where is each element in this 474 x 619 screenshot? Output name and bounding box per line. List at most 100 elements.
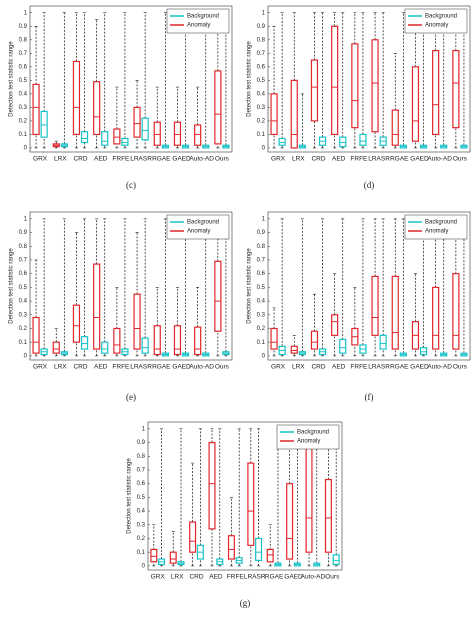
box — [310, 59, 319, 122]
x-tick-label: FRFE — [227, 574, 245, 581]
box — [278, 137, 286, 146]
y-tick-label: 0.6 — [257, 64, 266, 70]
box — [266, 548, 274, 563]
box — [305, 444, 313, 553]
y-tick-label: 0.5 — [257, 285, 266, 291]
y-tick-label: 0.3 — [257, 312, 266, 318]
y-tick-label: 0 — [262, 146, 266, 152]
x-tick-label: GAED — [410, 364, 429, 371]
box — [391, 275, 399, 350]
panel-label: (e) — [126, 392, 136, 402]
box — [286, 483, 294, 560]
y-tick-label: 0.5 — [19, 78, 28, 84]
y-tick-label: 0.4 — [137, 509, 146, 515]
y-tick-label: 0.8 — [257, 244, 266, 250]
box — [452, 50, 460, 129]
box — [270, 327, 278, 350]
x-tick-label: CRD — [311, 156, 325, 163]
y-tick-label: 0.3 — [19, 105, 28, 111]
x-tick-label: LRX — [292, 156, 305, 163]
x-tick-label: LRX — [54, 364, 67, 371]
panel: 0 0.1 0.2 0.3 0.4 0.5 0.6 0.7 0.8 0.9 1 Detection t… — [247, 211, 471, 402]
y-axis-label: Detection test statistic range — [9, 248, 15, 324]
x-tick-label: RGAE — [152, 364, 171, 371]
y-tick-label: 0.3 — [257, 105, 266, 111]
panel: 0 0.1 0.2 0.3 0.4 0.5 0.6 0.7 0.8 0.9 1 Detection t… — [127, 421, 343, 608]
y-tick-label: 0 — [142, 563, 146, 569]
x-tick-label: Auto-AD — [301, 574, 326, 581]
box — [93, 81, 101, 136]
box — [173, 325, 182, 356]
y-tick-label: 0.4 — [257, 91, 266, 97]
legend-label: Anomaly — [425, 229, 448, 235]
y-tick-label: 0.9 — [19, 24, 28, 30]
x-tick-label: GAED — [284, 574, 303, 581]
y-tick-label: 1 — [262, 216, 266, 222]
x-tick-label: GAED — [172, 364, 191, 371]
x-tick-label: Auto-AD — [427, 156, 452, 163]
box — [80, 336, 89, 350]
y-tick-label: 0 — [24, 146, 28, 152]
box — [411, 66, 420, 142]
x-tick-label: LRASR — [130, 364, 152, 371]
x-tick-label: CRD — [73, 364, 87, 371]
x-tick-label: CRD — [189, 574, 203, 581]
legend-box — [166, 8, 230, 34]
y-tick-label: 0.8 — [137, 454, 146, 460]
box — [351, 43, 359, 129]
box — [290, 79, 298, 149]
box — [101, 341, 109, 354]
y-axis-label: Detection test statistic range — [9, 41, 15, 117]
panel-label: (g) — [240, 598, 251, 608]
box — [391, 109, 399, 146]
x-tick-label: RGAE — [265, 574, 284, 581]
x-tick-label: CRD — [73, 156, 87, 163]
legend-label: Anomaly — [187, 23, 210, 29]
x-tick-label: AED — [94, 156, 108, 163]
x-tick-label: LRASR — [130, 156, 152, 163]
box — [452, 273, 460, 350]
box — [227, 535, 235, 560]
y-tick-label: 0.8 — [257, 37, 266, 43]
y-tick-label: 0.7 — [137, 468, 146, 474]
box — [72, 60, 81, 136]
y-tick-label: 1 — [262, 10, 266, 16]
panel-label: (d) — [364, 180, 375, 190]
y-tick-label: 0.2 — [257, 118, 266, 124]
legend-label: Background — [425, 220, 457, 226]
legend-label: Anomaly — [297, 439, 320, 445]
y-tick-label: 0.3 — [137, 522, 146, 528]
y-tick-label: 0.7 — [19, 258, 28, 264]
legend-label: Background — [187, 14, 219, 20]
box — [208, 441, 216, 530]
legend-label: Background — [187, 220, 219, 226]
x-tick-label: Auto-AD — [427, 364, 452, 371]
box — [189, 521, 197, 553]
box — [113, 327, 121, 354]
y-tick-label: 1 — [142, 426, 146, 432]
x-tick-label: LRX — [54, 156, 67, 163]
y-tick-label: 0.1 — [19, 340, 28, 346]
x-tick-label: CRD — [311, 364, 325, 371]
y-tick-label: 0.2 — [257, 326, 266, 332]
y-axis-label: Detection test statistic range — [247, 41, 253, 117]
y-tick-label: 0.9 — [19, 230, 28, 236]
y-tick-label: 0.4 — [19, 91, 28, 97]
box — [121, 137, 129, 146]
box — [141, 117, 149, 141]
legend-box — [276, 424, 340, 450]
y-tick-label: 1 — [24, 216, 28, 222]
box — [153, 325, 161, 356]
panel: 0 0.1 0.2 0.3 0.4 0.5 0.6 0.7 0.8 0.9 1 Detection t… — [9, 5, 233, 190]
box — [331, 25, 339, 136]
x-tick-label: Auto-AD — [189, 156, 214, 163]
y-tick-label: 0.9 — [257, 230, 266, 236]
x-tick-label: GRX — [271, 156, 286, 163]
box — [359, 133, 367, 146]
x-tick-label: AED — [332, 156, 346, 163]
legend-box — [404, 8, 468, 34]
box — [101, 131, 109, 146]
panel: 0 0.1 0.2 0.3 0.4 0.5 0.6 0.7 0.8 0.9 1 Detection t… — [9, 211, 233, 402]
x-tick-label: Ours — [453, 364, 468, 371]
y-tick-label: 0.1 — [257, 340, 266, 346]
